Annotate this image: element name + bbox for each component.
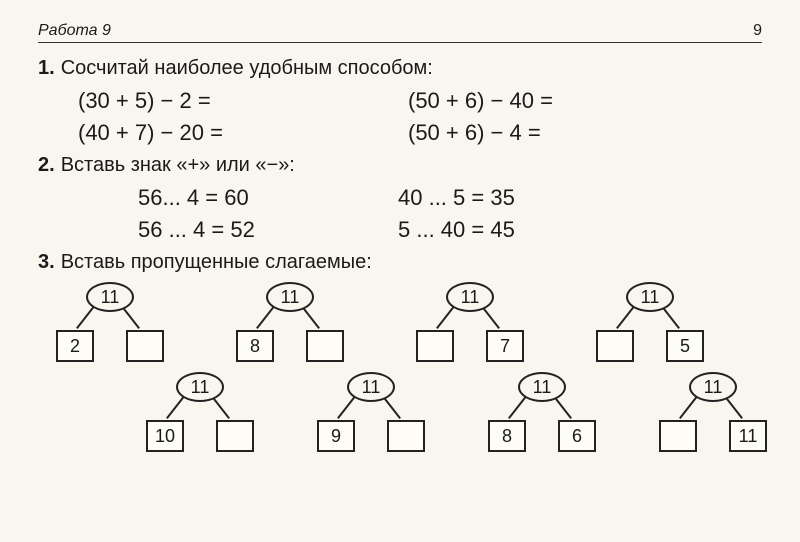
- task2-row: 56... 4 = 60 40 ... 5 = 35: [138, 185, 762, 211]
- bond-part-left[interactable]: [416, 330, 454, 362]
- number-bond: 11 11: [651, 372, 762, 452]
- task2-row: 56 ... 4 = 52 5 ... 40 = 45: [138, 217, 762, 243]
- number-bond: 11 10: [138, 372, 249, 452]
- bond-part-right[interactable]: [216, 420, 254, 452]
- bond-part-right[interactable]: [387, 420, 425, 452]
- bonds-row-a: 11 2 11 8 11 7 11 5: [48, 282, 762, 362]
- task3-title: 3. Вставь пропущенные слагаемые:: [38, 251, 762, 274]
- task1-expr-left: (30 + 5) − 2 =: [78, 88, 408, 114]
- bond-part-right[interactable]: 7: [486, 330, 524, 362]
- task2-title: 2. Вставь знак «+» или «−»:: [38, 154, 762, 177]
- task1-row: (30 + 5) − 2 = (50 + 6) − 40 =: [78, 88, 762, 114]
- number-bond: 11 8: [228, 282, 348, 362]
- bond-part-right[interactable]: [126, 330, 164, 362]
- number-bond: 11 8 6: [480, 372, 591, 452]
- task2-expr-left: 56... 4 = 60: [138, 185, 398, 211]
- task1-row: (40 + 7) − 20 = (50 + 6) − 4 =: [78, 120, 762, 146]
- task3-number: 3.: [38, 251, 55, 273]
- bond-part-right[interactable]: 5: [666, 330, 704, 362]
- bond-part-left[interactable]: 8: [236, 330, 274, 362]
- bond-part-right[interactable]: 6: [558, 420, 596, 452]
- task2-expr-right: 5 ... 40 = 45: [398, 217, 515, 243]
- number-bond: 11 9: [309, 372, 420, 452]
- task2-expr-left: 56 ... 4 = 52: [138, 217, 398, 243]
- task2-expr-right: 40 ... 5 = 35: [398, 185, 515, 211]
- number-bond: 11 2: [48, 282, 168, 362]
- bond-part-left[interactable]: 10: [146, 420, 184, 452]
- bond-part-right[interactable]: [306, 330, 344, 362]
- number-bond: 11 5: [588, 282, 708, 362]
- number-bond: 11 7: [408, 282, 528, 362]
- work-label: Работа 9: [38, 22, 111, 40]
- bond-part-right[interactable]: 11: [729, 420, 767, 452]
- bonds-row-b: 11 10 11 9 11 8 6 11 11: [138, 372, 762, 452]
- bond-whole: 11: [689, 372, 737, 402]
- bond-whole: 11: [626, 282, 674, 312]
- page-header: Работа 9 9: [38, 22, 762, 43]
- bond-whole: 11: [518, 372, 566, 402]
- bond-whole: 11: [446, 282, 494, 312]
- task2-text: Вставь знак «+» или «−»:: [61, 154, 295, 176]
- bond-part-left[interactable]: [596, 330, 634, 362]
- worksheet-page: Работа 9 9 1. Сосчитай наиболее удобным с…: [0, 0, 800, 542]
- bond-whole: 11: [347, 372, 395, 402]
- bond-whole: 11: [266, 282, 314, 312]
- task1-expr-right: (50 + 6) − 40 =: [408, 88, 553, 114]
- task1-title: 1. Сосчитай наиболее удобным способом:: [38, 57, 762, 80]
- task1-expr-left: (40 + 7) − 20 =: [78, 120, 408, 146]
- bond-whole: 11: [86, 282, 134, 312]
- page-number: 9: [753, 22, 762, 40]
- task1-number: 1.: [38, 57, 55, 79]
- bond-part-left[interactable]: 2: [56, 330, 94, 362]
- task3-text: Вставь пропущенные слагаемые:: [61, 251, 372, 273]
- task2-number: 2.: [38, 154, 55, 176]
- task1-text: Сосчитай наиболее удобным способом:: [61, 57, 433, 79]
- bond-part-left[interactable]: [659, 420, 697, 452]
- task1-expr-right: (50 + 6) − 4 =: [408, 120, 541, 146]
- bond-whole: 11: [176, 372, 224, 402]
- bond-part-left[interactable]: 9: [317, 420, 355, 452]
- bond-part-left[interactable]: 8: [488, 420, 526, 452]
